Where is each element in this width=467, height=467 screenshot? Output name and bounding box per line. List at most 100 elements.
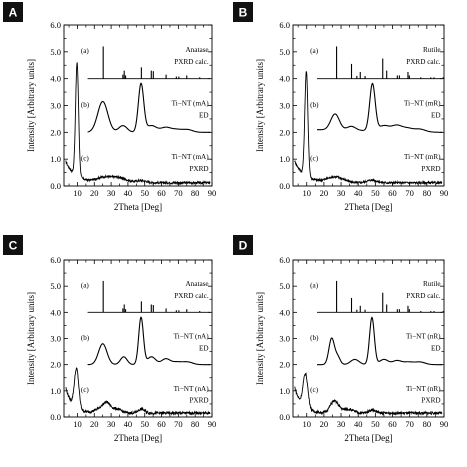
x-tick-label: 30 <box>107 419 116 429</box>
annotation-line1: Ti−NT (mA) <box>172 100 210 108</box>
x-tick-label: 20 <box>90 188 99 198</box>
data-layer <box>65 46 211 186</box>
y-tick-label: 2.0 <box>279 127 290 137</box>
y-tick-label: 1.0 <box>279 386 290 396</box>
x-tick-label: 70 <box>405 188 414 198</box>
annotation-tag: (a) <box>81 47 90 55</box>
annotation-line2: PXRD calc. <box>174 58 209 66</box>
annotation-line2: PXRD <box>189 165 208 173</box>
y-tick-label: 0.0 <box>279 412 290 422</box>
y-axis-label: Intensity [Arbitrary units] <box>26 59 36 152</box>
panel-letter: C <box>9 239 18 253</box>
panel-b: B 0.0 1.0 2.0 3.0 4.0 5.0 6.0 10 20 30 40 50 60 70 80 90… <box>233 2 448 212</box>
annotation-tag: (c) <box>310 155 319 163</box>
y-tick-label: 6.0 <box>50 255 61 265</box>
annotation-line1: Rutile <box>423 280 441 288</box>
x-tick-label: 20 <box>90 419 99 429</box>
pxrd-pattern-line <box>65 367 211 416</box>
y-tick-label: 6.0 <box>50 20 61 30</box>
x-tick-label: 90 <box>440 419 449 429</box>
x-tick-label: 10 <box>73 419 82 429</box>
data-layer <box>65 280 211 416</box>
y-tick-label: 1.0 <box>50 386 61 396</box>
annotation-line1: Anatase <box>185 46 208 54</box>
x-tick-label: 50 <box>371 419 380 429</box>
x-tick-label: 30 <box>337 188 346 198</box>
y-tick-label: 5.0 <box>279 281 290 291</box>
y-tick-label: 2.0 <box>50 127 61 137</box>
y-tick-label: 4.0 <box>279 307 290 317</box>
y-tick-label: 3.0 <box>279 334 290 344</box>
panel-letter: B <box>239 6 248 20</box>
x-tick-label: 60 <box>388 188 397 198</box>
panel-letter: A <box>9 6 18 20</box>
annotation-line2: PXRD <box>421 165 440 173</box>
panel-letter: D <box>239 239 248 253</box>
annotation-tag: (a) <box>81 281 90 289</box>
annotation-line2: ED <box>431 344 441 352</box>
panel-d: D 0.0 1.0 2.0 3.0 4.0 5.0 6.0 10 20 30 40 50 60 70 80 90… <box>233 235 448 443</box>
annotation-line1: Ti−NT (nA) <box>174 333 210 341</box>
ed-profile-line <box>87 82 211 133</box>
x-tick-label: 40 <box>124 419 133 429</box>
x-tick-label: 80 <box>423 419 432 429</box>
y-tick-label: 5.0 <box>50 47 61 57</box>
annotation-line1: Ti−NT (nA) <box>174 385 210 393</box>
y-tick-label: 5.0 <box>279 47 290 57</box>
x-tick-label: 90 <box>208 419 217 429</box>
y-tick-label: 4.0 <box>50 307 61 317</box>
y-tick-label: 5.0 <box>50 281 61 291</box>
x-tick-label: 30 <box>107 188 116 198</box>
x-tick-label: 60 <box>157 188 166 198</box>
x-tick-label: 80 <box>191 188 200 198</box>
x-tick-label: 40 <box>354 188 363 198</box>
x-tick-label: 40 <box>354 419 363 429</box>
annotation-line1: Rutile <box>423 46 441 54</box>
annotation-line2: ED <box>199 112 209 120</box>
pxrd-pattern-line <box>294 71 443 186</box>
y-tick-label: 2.0 <box>50 360 61 370</box>
data-layer <box>294 280 444 417</box>
pxrd-pattern-line <box>65 62 211 186</box>
pxrd-pattern-line <box>294 372 443 417</box>
x-tick-label: 20 <box>320 188 329 198</box>
panel-c: C 0.0 1.0 2.0 3.0 4.0 5.0 6.0 10 20 30 40 50 60 70 80 90… <box>3 235 216 443</box>
x-tick-label: 50 <box>140 188 149 198</box>
annotation-line2: PXRD <box>421 397 440 405</box>
x-tick-label: 40 <box>124 188 133 198</box>
data-layer <box>294 46 444 186</box>
annotation-tag: (a) <box>310 281 319 289</box>
panel-letter-badge <box>3 235 23 255</box>
annotation-line2: PXRD calc. <box>174 292 209 300</box>
ed-profile-line <box>317 82 443 133</box>
annotation-line2: PXRD <box>189 397 208 405</box>
y-tick-label: 6.0 <box>279 20 290 30</box>
annotation-line1: Ti−NT (mR) <box>404 153 441 161</box>
annotation-tag: (c) <box>310 386 319 394</box>
x-tick-label: 50 <box>140 419 149 429</box>
x-tick-label: 60 <box>157 419 166 429</box>
x-tick-label: 70 <box>174 188 183 198</box>
x-tick-label: 60 <box>388 419 397 429</box>
ed-profile-line <box>87 316 211 366</box>
x-tick-label: 70 <box>174 419 183 429</box>
annotation-line2: ED <box>431 112 441 120</box>
y-axis-label: Intensity [Arbitrary units] <box>255 59 265 152</box>
x-tick-label: 90 <box>440 188 449 198</box>
y-axis-label: Intensity [Arbitrary units] <box>26 292 36 385</box>
x-axis-label: 2Theta [Deg] <box>114 433 162 443</box>
y-tick-label: 4.0 <box>279 74 290 84</box>
annotation-line1: Anatase <box>185 280 208 288</box>
y-tick-label: 1.0 <box>50 154 61 164</box>
y-tick-label: 1.0 <box>279 154 290 164</box>
y-axis-label: Intensity [Arbitrary units] <box>255 292 265 385</box>
annotation-tag: (a) <box>310 47 319 55</box>
y-tick-label: 3.0 <box>50 334 61 344</box>
x-axis-label: 2Theta [Deg] <box>344 202 392 212</box>
annotation-tag: (b) <box>81 101 90 109</box>
annotation-tag: (c) <box>81 386 90 394</box>
y-tick-label: 0.0 <box>279 181 290 191</box>
x-tick-label: 30 <box>337 419 346 429</box>
annotation-line1: Ti−NT (mA) <box>172 153 210 161</box>
